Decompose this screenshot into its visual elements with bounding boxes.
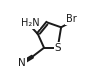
Text: S: S xyxy=(54,43,61,53)
Text: N: N xyxy=(18,58,26,68)
Text: H₂N: H₂N xyxy=(21,18,40,28)
Text: Br: Br xyxy=(66,14,77,24)
